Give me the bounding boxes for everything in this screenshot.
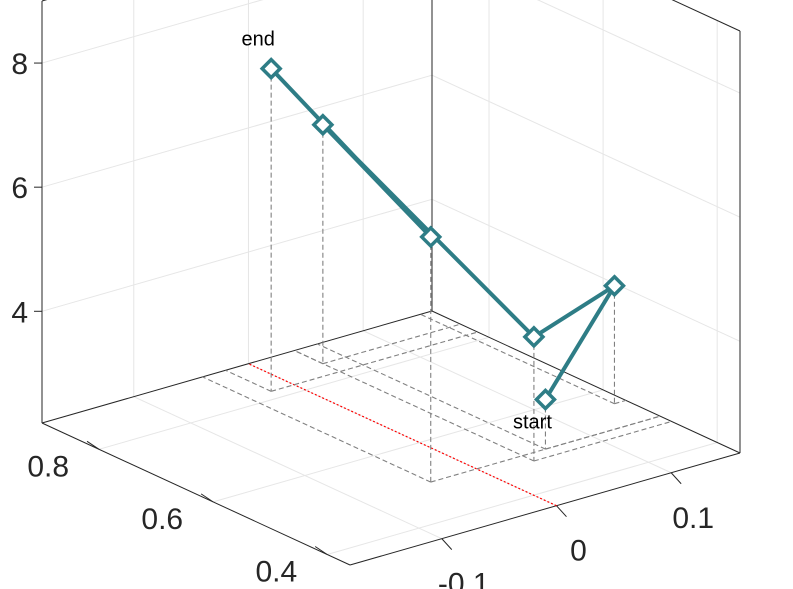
y-axis-line xyxy=(41,422,351,566)
grid-line-z-back xyxy=(41,198,433,312)
y-tick-label: 0.6 xyxy=(141,503,183,536)
y-tick-label: 0.8 xyxy=(27,450,69,483)
z-tick-label: 6 xyxy=(11,172,28,205)
grid-line-x-floor xyxy=(362,330,672,474)
projection-line-floor-y xyxy=(317,343,546,450)
projection-line-floor-y xyxy=(294,350,324,365)
x-axis-line xyxy=(349,452,741,566)
axes-box xyxy=(34,0,741,566)
y-tick-label: 0.4 xyxy=(255,555,297,588)
annotations-layer: start end xyxy=(241,29,552,434)
projection-line-floor-x xyxy=(271,331,478,392)
tick-labels-layer: -0.1 0 0.1 0.4 0.6 0.8 4 6 8 xyxy=(11,48,714,589)
annotation-end: end xyxy=(241,29,274,51)
box-edge-top-back xyxy=(41,0,48,2)
data-point-marker xyxy=(311,113,335,137)
data-point-marker xyxy=(522,325,546,349)
annotation-start: start xyxy=(513,411,552,433)
grid-line-x-floor xyxy=(133,396,442,540)
grid-line-y-floor xyxy=(327,442,718,555)
grid-line-y-floor xyxy=(212,389,604,503)
x-tick-mark xyxy=(441,538,453,550)
grid-line-z-side xyxy=(431,198,741,342)
data-point-marker xyxy=(259,57,283,81)
grid-line-z-back xyxy=(41,74,433,188)
grid-line-z-side xyxy=(431,74,741,218)
box-edge-floor-back xyxy=(41,310,433,424)
grid-line-y-floor xyxy=(98,336,490,450)
reference-line-layer xyxy=(248,363,557,507)
projection-line-floor-y xyxy=(294,350,535,462)
data-point-marker xyxy=(602,274,626,298)
projection-line-floor-y xyxy=(225,369,272,392)
z-tick-label: 4 xyxy=(11,296,28,329)
z-tick-label: 8 xyxy=(11,48,28,81)
projection-line-floor-y xyxy=(202,376,431,483)
projection-line-floor-y xyxy=(420,313,615,405)
projection-line-floor-x xyxy=(614,399,627,405)
series-layer xyxy=(259,57,626,411)
x-tick-label: 0 xyxy=(570,535,587,568)
x-tick-label: -0.1 xyxy=(438,568,490,589)
projection-lines-layer xyxy=(202,68,672,483)
data-point-marker xyxy=(419,225,443,249)
y-tick-mark xyxy=(200,493,214,503)
reference-line xyxy=(248,363,557,507)
data-point-marker xyxy=(533,388,557,411)
box-edge-top-side xyxy=(671,0,741,32)
grid-line-z-back xyxy=(41,0,264,64)
x-tick-label: 0.1 xyxy=(672,502,714,535)
grid-line-z-side xyxy=(536,0,741,94)
y-tick-mark xyxy=(314,546,328,555)
x-tick-mark xyxy=(670,472,682,485)
y-tick-mark xyxy=(86,440,100,450)
box-edge-floor-side xyxy=(431,310,741,454)
x-tick-mark xyxy=(556,505,567,518)
grid-layer xyxy=(41,0,741,555)
